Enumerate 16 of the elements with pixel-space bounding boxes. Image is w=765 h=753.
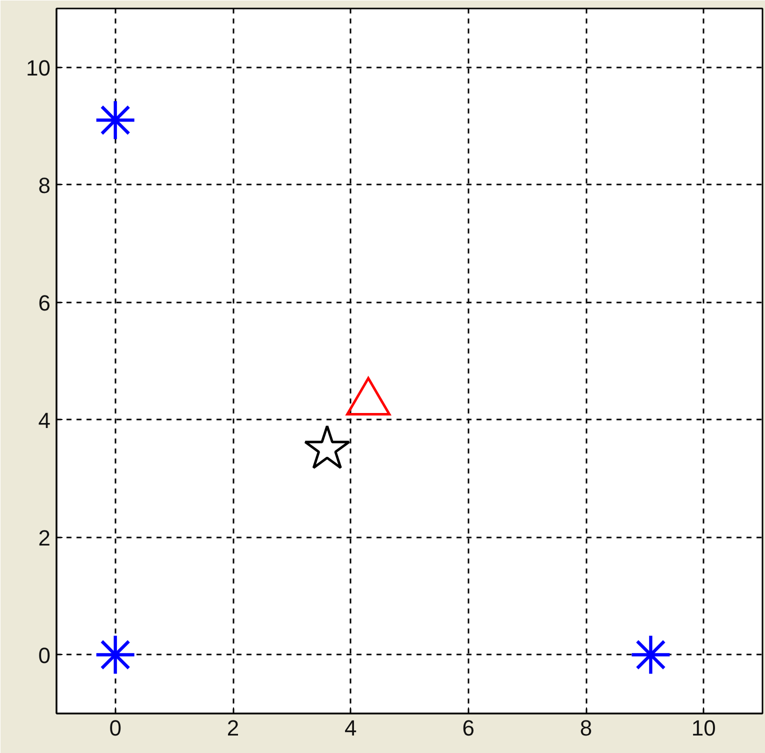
x-tick-label: 2 xyxy=(226,716,240,740)
y-tick-label: 4 xyxy=(38,408,51,433)
point xyxy=(96,101,134,140)
y-tick-label: 0 xyxy=(38,642,51,668)
x-tick-label: 4 xyxy=(344,716,357,740)
y-tick-label: 10 xyxy=(26,55,51,80)
x-tick-label: 8 xyxy=(580,716,592,740)
point xyxy=(96,636,134,674)
y-tick-label: 8 xyxy=(38,172,51,198)
x-tick-label: 0 xyxy=(109,716,122,740)
x-tick-label: 6 xyxy=(462,716,474,740)
y-tick-label: 2 xyxy=(38,525,51,550)
y-tick-label: 6 xyxy=(38,290,51,316)
x-tick-label: 10 xyxy=(691,716,716,740)
point xyxy=(346,377,391,416)
point xyxy=(632,636,670,674)
